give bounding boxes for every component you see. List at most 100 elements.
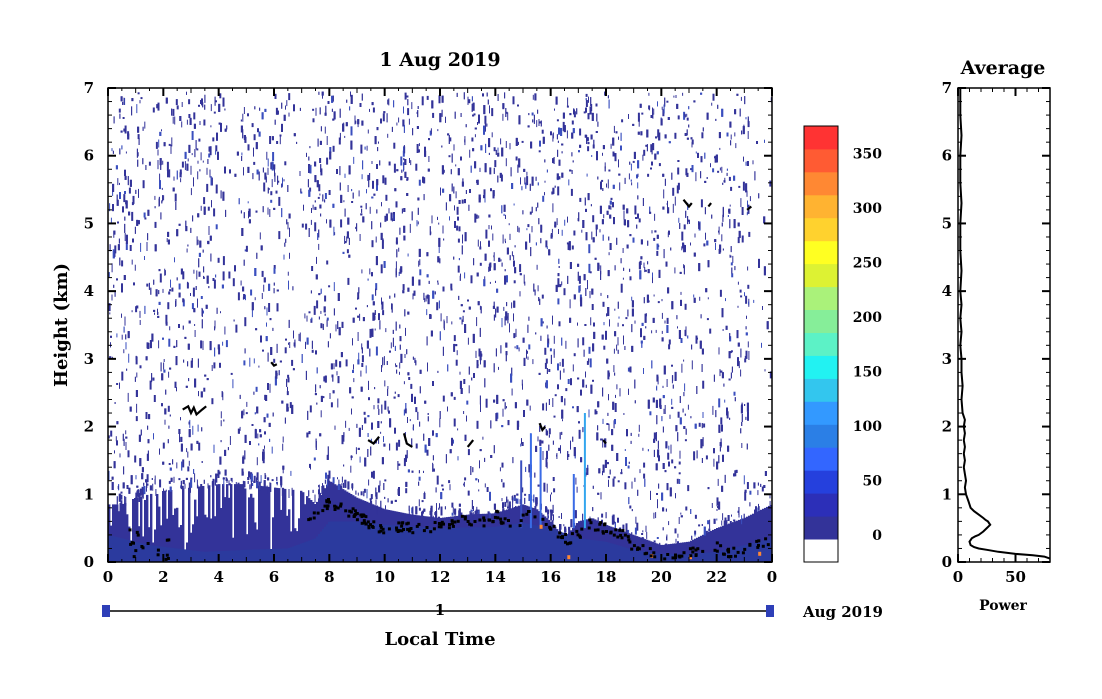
boundary-layer-column (228, 497, 231, 562)
echo-speckle (605, 330, 607, 340)
boundary-layer-column (624, 531, 627, 562)
echo-speckle (136, 403, 138, 413)
boundary-layer-column (114, 504, 117, 562)
echo-speckle (493, 263, 496, 271)
echo-speckle (340, 194, 343, 203)
echo-speckle (267, 187, 269, 194)
boundary-layer-column (136, 497, 139, 562)
echo-speckle (117, 221, 119, 224)
echo-speckle (203, 266, 205, 273)
echo-speckle (169, 414, 171, 417)
boundary-layer-column (676, 543, 679, 562)
echo-speckle (190, 477, 193, 480)
boundary-layer-column (734, 521, 737, 562)
dense-layer-column (116, 537, 119, 562)
echo-speckle (255, 210, 258, 213)
echo-speckle (569, 113, 572, 116)
echo-speckle (748, 231, 751, 237)
dense-layer-column (524, 523, 527, 562)
boundary-layer-column (290, 531, 293, 562)
echo-speckle (513, 497, 516, 501)
echo-speckle (220, 122, 222, 132)
dense-layer-column (720, 550, 723, 562)
echo-speckle (397, 394, 400, 398)
echo-speckle (570, 440, 571, 450)
echo-speckle (311, 317, 313, 321)
echo-speckle (359, 234, 361, 241)
echo-speckle (616, 237, 618, 245)
echo-speckle (618, 173, 621, 176)
echo-speckle (476, 513, 478, 520)
dense-layer-column (368, 522, 371, 562)
echo-speckle (453, 335, 456, 342)
dense-layer-column (204, 551, 207, 562)
echo-speckle (382, 310, 385, 316)
echo-speckle (666, 379, 668, 387)
echo-speckle (437, 256, 440, 263)
boundary-layer-column (700, 535, 703, 562)
echo-speckle (561, 143, 564, 146)
boundary-layer-column (252, 497, 255, 562)
echo-speckle (113, 116, 115, 124)
echo-speckle (754, 509, 755, 516)
echo-speckle (197, 239, 199, 245)
echo-speckle (648, 92, 650, 96)
echo-speckle (382, 175, 385, 184)
echo-speckle (143, 212, 146, 218)
echo-speckle (350, 94, 353, 104)
echo-speckle (656, 537, 659, 539)
echo-speckle (724, 399, 726, 403)
echo-speckle (484, 457, 486, 462)
echo-speckle (345, 420, 347, 428)
dense-layer-column (128, 540, 131, 562)
echo-speckle (243, 481, 246, 488)
dense-layer-column (554, 529, 557, 562)
echo-speckle (314, 206, 317, 210)
echo-speckle (557, 384, 559, 390)
boundary-layer-column (754, 512, 757, 562)
echo-speckle (130, 475, 133, 485)
echo-speckle (165, 321, 168, 326)
boundary-layer-column (124, 502, 127, 562)
echo-speckle (744, 292, 745, 297)
dense-layer-column (112, 536, 115, 562)
echo-speckle (367, 278, 369, 281)
echo-speckle (167, 439, 169, 444)
echo-speckle (716, 509, 718, 511)
echo-speckle (311, 266, 314, 271)
echo-speckle (165, 389, 167, 395)
echo-speckle (747, 116, 749, 122)
boundary-layer-column (242, 484, 245, 562)
dense-layer-column (142, 543, 145, 562)
echo-speckle (304, 313, 306, 319)
echo-speckle (604, 162, 606, 169)
echo-speckle (332, 377, 334, 382)
echo-speckle (643, 368, 644, 374)
dense-layer-column (168, 547, 171, 562)
dense-layer-column (126, 539, 129, 562)
dense-layer-column (752, 543, 755, 562)
echo-speckle (518, 347, 520, 352)
echo-speckle (151, 333, 154, 342)
echo-speckle (507, 112, 509, 121)
echo-speckle (513, 333, 516, 339)
echo-speckle (597, 492, 600, 495)
echo-speckle (175, 99, 178, 106)
echo-speckle (127, 176, 129, 186)
echo-speckle (695, 335, 698, 344)
dense-layer-column (478, 527, 481, 562)
echo-speckle (286, 391, 289, 396)
echo-speckle (285, 238, 287, 243)
echo-speckle (378, 313, 380, 321)
echo-speckle (505, 275, 508, 283)
dense-layer-column (404, 526, 407, 562)
echo-speckle (357, 492, 359, 496)
echo-speckle (287, 386, 288, 392)
echo-speckle (732, 255, 734, 263)
echo-speckle (123, 194, 126, 203)
echo-speckle (572, 364, 574, 372)
dense-layer-column (724, 549, 727, 562)
echo-speckle (279, 134, 282, 137)
echo-speckle (652, 317, 655, 323)
echo-speckle (306, 315, 308, 322)
